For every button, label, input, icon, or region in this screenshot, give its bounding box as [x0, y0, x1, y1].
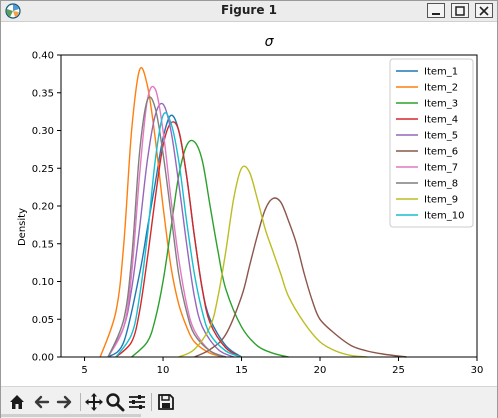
chart-title: σ — [265, 34, 275, 50]
back-button[interactable] — [30, 391, 52, 413]
y-tick-label: 0.25 — [32, 164, 54, 175]
legend-box — [389, 58, 474, 228]
legend-label: Item_3 — [424, 99, 458, 110]
pan-button[interactable] — [83, 391, 105, 413]
y-tick-label: 0.30 — [32, 126, 54, 137]
legend-label: Item_6 — [424, 147, 458, 158]
series-line-item-1 — [107, 114, 242, 358]
configure-subplots-icon — [129, 395, 145, 409]
legend-label: Item_5 — [424, 131, 458, 142]
back-icon — [34, 395, 50, 409]
y-tick-label: 0.20 — [32, 202, 54, 213]
legend-label: Item_2 — [424, 83, 458, 94]
zoom-icon — [106, 393, 125, 412]
close-icon — [479, 5, 489, 16]
y-tick-label: 0.40 — [32, 51, 54, 62]
y-tick-label: 0.05 — [32, 315, 54, 326]
x-tick-label: 15 — [235, 365, 248, 376]
legend-label: Item_4 — [424, 115, 458, 126]
legend-label: Item_9 — [424, 195, 458, 206]
legend-label: Item_7 — [424, 163, 458, 174]
pan-icon — [85, 393, 103, 411]
y-axis-label: Density — [17, 208, 28, 246]
maximize-button[interactable] — [451, 3, 469, 18]
title-bar[interactable]: Figure 1 — [1, 1, 497, 22]
x-tick-label: 25 — [392, 365, 405, 376]
series-line-item-7 — [107, 85, 227, 358]
legend-label: Item_1 — [424, 67, 458, 78]
matplotlib-app-icon — [5, 3, 21, 19]
x-tick-label: 10 — [157, 365, 170, 376]
save-button[interactable] — [155, 391, 177, 413]
series-line-item-9 — [178, 165, 368, 358]
configure-subplots-button[interactable] — [126, 391, 148, 413]
status-bar — [1, 414, 141, 417]
legend-label: Item_10 — [424, 211, 465, 222]
y-tick-label: 0.00 — [32, 353, 54, 364]
minimize-button[interactable] — [427, 3, 445, 18]
series-line-item-2 — [99, 67, 226, 358]
home-button[interactable] — [6, 391, 28, 413]
x-tick-label: 20 — [314, 365, 327, 376]
axes-frame — [60, 54, 478, 358]
y-tick-label: 0.10 — [32, 277, 54, 288]
toolbar-separator — [80, 393, 81, 411]
legend: Item_1 Item_2 Item_3 Item_4 Item_5 Item_6 Item… — [389, 58, 474, 228]
minimize-icon — [432, 12, 440, 15]
series-line-item-6 — [194, 197, 407, 358]
toolbar-separator — [151, 393, 152, 411]
navigation-toolbar — [1, 386, 497, 418]
series-line-item-3 — [131, 139, 289, 358]
series-line-item-10 — [115, 112, 242, 358]
window-title: Figure 1 — [220, 3, 278, 17]
ticks-layer: 5 10 15 20 25 30 0.00 0.05 0.10 0.15 0.20 0.25 0.30 0… — [32, 51, 484, 377]
series-line-item-4 — [115, 121, 242, 358]
y-tick-label: 0.15 — [32, 239, 54, 250]
legend-label: Item_8 — [424, 179, 458, 190]
kde-chart: σ Density 5 10 15 20 25 30 0.00 0.05 0.10 0.15 0.2… — [17, 34, 484, 377]
x-tick-label: 5 — [81, 365, 87, 376]
x-tick-label: 30 — [471, 365, 484, 376]
y-tick-label: 0.35 — [32, 88, 54, 99]
series-line-item-8 — [107, 96, 227, 358]
zoom-button[interactable] — [104, 391, 126, 413]
maximize-icon — [455, 5, 465, 16]
forward-button[interactable] — [54, 391, 76, 413]
series-layer — [99, 67, 407, 358]
figure-canvas[interactable]: σ Density 5 10 15 20 25 30 0.00 0.05 0.10 0.15 0.2… — [1, 22, 497, 385]
home-icon — [10, 395, 24, 409]
series-line-item-5 — [107, 102, 235, 358]
forward-icon — [56, 395, 72, 409]
save-icon — [158, 394, 174, 410]
close-button[interactable] — [475, 3, 493, 18]
